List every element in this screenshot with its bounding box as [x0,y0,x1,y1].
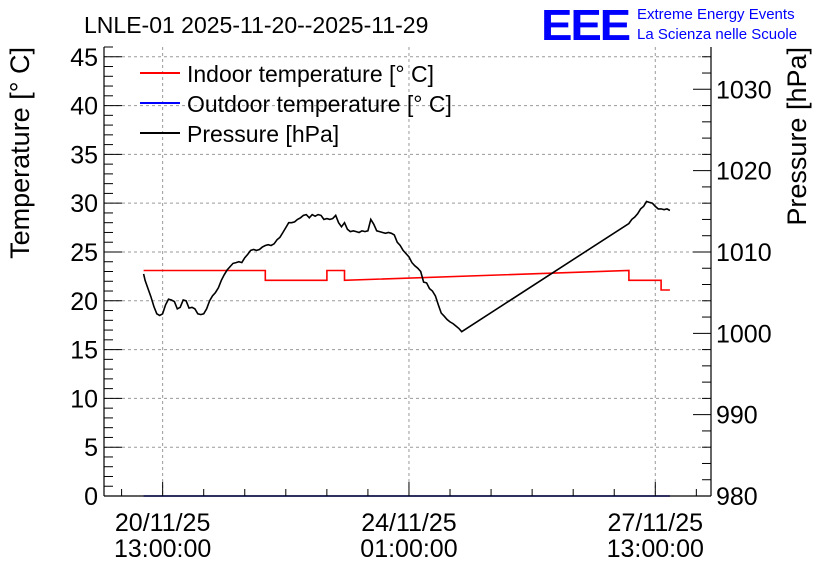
legend-label-pressure: Pressure [hPa] [187,121,339,147]
y-tick-label: 35 [70,141,98,169]
x-tick-labels: 20/11/2513:00:0024/11/2501:00:0027/11/25… [114,509,704,563]
y2-tick-label: 990 [716,402,758,430]
x-tick-label-time: 13:00:00 [114,535,211,563]
legend-label-indoor: Indoor temperature [° C] [187,61,434,87]
grid [104,47,711,496]
x-tick-label-date: 20/11/25 [115,509,210,537]
x-tick-label-date: 24/11/25 [361,509,456,537]
y2-tick-label: 1000 [716,320,772,348]
y-tick-label: 25 [70,239,98,267]
x-tick-label-time: 13:00:00 [607,535,704,563]
y2-tick-label: 980 [716,483,758,511]
x-tick-label-date: 27/11/25 [608,509,703,537]
y-tick-label: 0 [84,483,98,511]
y2-axis-label: Pressure [hPa] [782,47,812,226]
y-tick-labels: 0 5 10 15 20 25 30 35 40 45 [70,44,98,511]
y2-tick-label: 1020 [716,158,772,186]
y2-tick-label: 1030 [716,76,772,104]
chart-title: LNLE-01 2025-11-20--2025-11-29 [84,12,428,38]
eee-logo-line1: Extreme Energy Events [637,6,795,23]
x-tick-label-time: 01:00:00 [360,535,457,563]
series-line-pressure [142,200,671,333]
y-tick-label: 10 [70,385,98,413]
eee-logo: EEE Extreme Energy Events La Scienza nel… [541,1,797,50]
eee-logo-mark: EEE [541,1,630,50]
axes [103,46,712,497]
legend-label-outdoor: Outdoor temperature [° C] [187,91,452,117]
y-tick-label: 30 [70,190,98,218]
y-tick-label: 40 [70,93,98,121]
eee-logo-line2: La Scienza nelle Scuole [637,26,797,43]
legend: Indoor temperature [° C] Outdoor tempera… [140,61,452,147]
y-tick-label: 45 [70,44,98,72]
y2-tick-label: 1010 [716,239,772,267]
y-axis-label: Temperature [° C] [5,47,35,259]
y-tick-label: 5 [84,434,98,462]
y2-tick-labels: 980 990 1000 1010 1020 1030 [716,76,772,511]
y-tick-label: 20 [70,288,98,316]
series-line-indoor [143,269,670,291]
y-tick-label: 15 [70,337,98,365]
